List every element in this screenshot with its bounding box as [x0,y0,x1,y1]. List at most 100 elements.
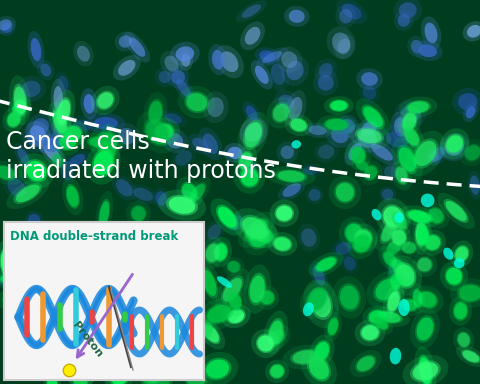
Ellipse shape [352,233,372,254]
Ellipse shape [361,104,385,129]
Ellipse shape [415,220,427,248]
Ellipse shape [130,205,147,222]
Ellipse shape [147,99,164,126]
Ellipse shape [417,290,438,309]
Ellipse shape [143,358,159,379]
Ellipse shape [159,350,198,382]
Ellipse shape [415,315,435,343]
Ellipse shape [446,135,463,152]
Ellipse shape [13,267,40,285]
Ellipse shape [201,267,218,299]
Ellipse shape [348,143,362,160]
Ellipse shape [395,166,409,185]
Ellipse shape [134,279,151,297]
Ellipse shape [259,290,276,306]
Ellipse shape [413,290,422,307]
Ellipse shape [467,25,480,38]
Ellipse shape [111,310,125,327]
Ellipse shape [156,191,167,206]
Ellipse shape [240,22,265,50]
Ellipse shape [1,22,12,33]
Ellipse shape [420,230,446,256]
Ellipse shape [56,97,72,127]
Ellipse shape [212,50,224,70]
Ellipse shape [299,164,323,177]
Ellipse shape [71,275,91,289]
Ellipse shape [351,156,373,175]
Ellipse shape [90,327,118,339]
Ellipse shape [132,277,153,299]
Ellipse shape [324,312,342,342]
Ellipse shape [171,146,196,170]
Ellipse shape [166,195,198,215]
Ellipse shape [65,184,80,209]
Ellipse shape [238,151,253,171]
Ellipse shape [0,166,15,180]
Ellipse shape [383,206,403,227]
Ellipse shape [418,45,437,57]
Ellipse shape [44,261,75,294]
Ellipse shape [372,144,393,161]
Ellipse shape [390,273,401,291]
Ellipse shape [301,228,316,247]
Ellipse shape [198,127,223,160]
Ellipse shape [363,86,376,99]
Ellipse shape [74,119,91,132]
Ellipse shape [204,358,231,381]
Ellipse shape [180,366,213,384]
Ellipse shape [150,264,163,278]
Ellipse shape [240,117,267,147]
Ellipse shape [184,91,209,113]
Ellipse shape [394,0,422,23]
Ellipse shape [36,344,59,369]
Ellipse shape [52,90,75,134]
Ellipse shape [259,50,275,61]
Ellipse shape [431,147,446,161]
Ellipse shape [108,253,121,266]
Ellipse shape [25,121,51,146]
Ellipse shape [162,129,188,153]
Ellipse shape [141,360,168,384]
Ellipse shape [186,93,207,111]
Ellipse shape [2,260,51,291]
Ellipse shape [401,111,418,132]
Ellipse shape [408,210,431,223]
Ellipse shape [6,111,22,128]
Ellipse shape [180,259,202,281]
Ellipse shape [2,289,24,306]
Text: Cancer cells
irradiated with protons: Cancer cells irradiated with protons [6,130,276,183]
Ellipse shape [427,207,445,225]
Ellipse shape [228,215,244,230]
Ellipse shape [184,177,211,209]
Ellipse shape [51,268,68,287]
Ellipse shape [98,123,121,170]
Ellipse shape [310,334,335,367]
Ellipse shape [242,217,267,239]
Ellipse shape [463,103,478,122]
Ellipse shape [361,121,377,136]
Ellipse shape [14,143,33,170]
Ellipse shape [341,119,355,134]
Ellipse shape [8,247,30,260]
Ellipse shape [99,201,109,227]
Ellipse shape [416,257,433,273]
Ellipse shape [0,273,12,285]
Ellipse shape [284,6,310,27]
Ellipse shape [408,101,429,113]
Ellipse shape [207,97,224,117]
Ellipse shape [6,178,49,209]
Ellipse shape [311,290,331,317]
Ellipse shape [419,292,436,308]
Ellipse shape [395,100,426,127]
Ellipse shape [452,88,480,115]
Ellipse shape [355,319,385,346]
Ellipse shape [11,265,43,286]
Ellipse shape [109,365,130,384]
Ellipse shape [143,371,169,384]
Ellipse shape [413,362,438,380]
Ellipse shape [132,234,168,264]
Ellipse shape [444,134,465,154]
Ellipse shape [423,202,449,229]
Ellipse shape [267,57,289,91]
Ellipse shape [385,258,407,278]
